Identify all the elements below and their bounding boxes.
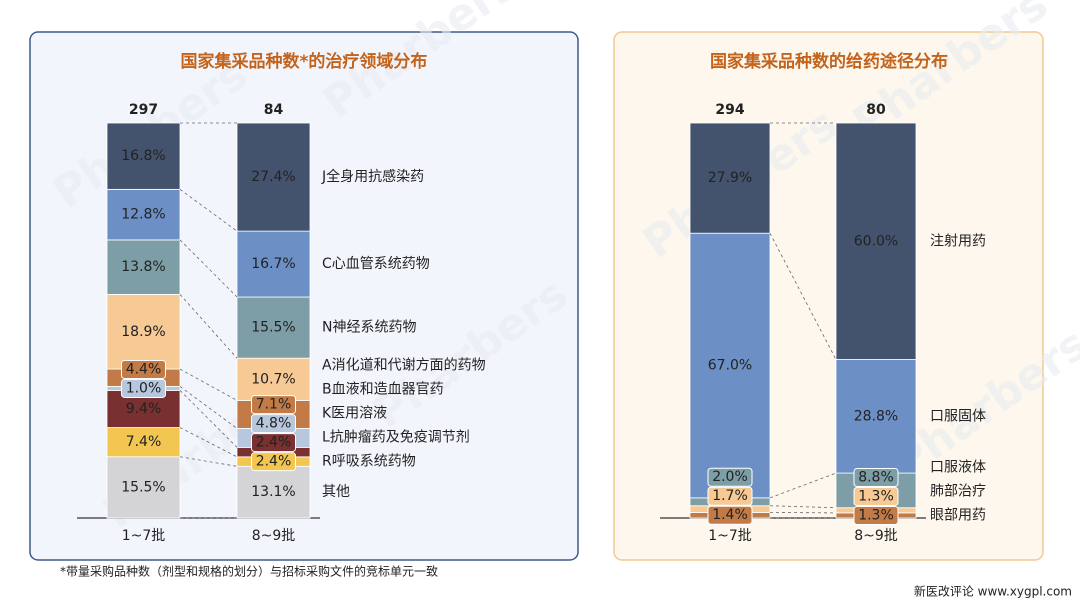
value-label: 16.7% [251, 256, 295, 272]
value-label: 15.5% [121, 479, 165, 495]
value-label: 7.1% [256, 397, 292, 413]
category-label: 1~7批 [708, 528, 752, 544]
connector [179, 427, 238, 458]
value-label-box [251, 395, 296, 415]
chart-title: 国家集采品种数*的治疗领域分布 [181, 51, 428, 72]
series-label: 口服固体 [930, 408, 986, 424]
value-label: 9.4% [126, 401, 162, 417]
value-label: 28.8% [854, 408, 898, 424]
connector [179, 456, 238, 467]
series-label: R呼吸系统药物 [322, 454, 416, 470]
value-label: 15.5% [251, 320, 295, 336]
series-label: 其他 [322, 484, 350, 500]
series-label: L抗肿瘤药及免疫调节剂 [322, 429, 470, 446]
value-label: 60.0% [854, 233, 898, 249]
value-label-box [251, 433, 296, 453]
value-label: 10.7% [251, 371, 295, 387]
bar-segment [236, 357, 311, 401]
total-label: 84 [264, 102, 284, 118]
value-label-box [853, 486, 899, 506]
connector [179, 294, 238, 359]
source: 新医改评论 www.xygpl.com [914, 584, 1072, 599]
connector [769, 505, 837, 509]
value-label-box [853, 505, 899, 525]
bar-segment [236, 296, 311, 359]
series-label: N神经系统药物 [322, 320, 416, 336]
value-label-box [707, 505, 753, 525]
category-label: 1~7批 [122, 528, 166, 544]
value-label: 4.4% [126, 361, 162, 377]
connector [179, 390, 238, 448]
connector [179, 239, 238, 298]
value-label: 2.4% [256, 435, 292, 451]
value-label: 4.8% [256, 416, 292, 432]
series-label: K医用溶液 [322, 406, 387, 422]
panel-right [613, 31, 1044, 561]
value-label: 13.1% [251, 484, 295, 500]
value-label: 67.0% [708, 358, 752, 374]
series-label: A消化道和代谢方面的药物 [322, 358, 486, 374]
value-label-box [251, 452, 296, 472]
value-label: 7.4% [126, 434, 162, 450]
value-label: 27.9% [708, 170, 752, 186]
bar-segment [835, 359, 917, 474]
bar-segment [106, 239, 181, 295]
total-label: 297 [129, 102, 158, 118]
total-label: 294 [715, 102, 744, 118]
series-label: B血液和造血器官药 [322, 382, 444, 398]
value-label: 16.8% [121, 148, 165, 164]
value-label-box [707, 467, 753, 487]
value-label-box [707, 486, 753, 506]
bar-segment [835, 122, 917, 360]
series-label: 口服液体 [930, 459, 986, 475]
value-label: 18.9% [121, 324, 165, 340]
value-label: 1.0% [126, 380, 162, 396]
connector [179, 368, 238, 401]
value-label: 8.8% [858, 469, 894, 485]
value-label: 12.8% [121, 207, 165, 223]
value-label: 1.7% [712, 488, 748, 504]
value-label: 2.4% [256, 454, 292, 470]
value-label-box [121, 378, 166, 398]
bar-segment [106, 122, 181, 190]
bar-segment [236, 465, 311, 519]
bar-segment [689, 122, 771, 234]
value-label: 2.0% [712, 469, 748, 485]
value-label-box [251, 414, 296, 434]
value-label-box [121, 359, 166, 379]
series-label: C心血管系统药物 [322, 256, 430, 272]
series-label: 肺部治疗 [930, 483, 986, 499]
value-label: 1.3% [858, 507, 894, 523]
bar-segment [106, 427, 181, 458]
series-label: J全身用抗感染药 [321, 168, 424, 185]
bar-segment [106, 188, 181, 241]
series-label: 注射用药 [930, 233, 986, 249]
footnote: *带量采购品种数（剂型和规格的划分）与招标采购文件的竞标单元一致 [60, 564, 438, 579]
bar-segment [236, 122, 311, 232]
category-label: 8~9批 [854, 528, 898, 544]
value-label: 27.4% [251, 169, 295, 185]
total-label: 80 [866, 102, 886, 118]
value-label-box [853, 467, 899, 487]
value-label: 1.3% [858, 488, 894, 504]
value-label: 1.4% [712, 507, 748, 523]
series-label: 眼部用药 [930, 507, 986, 523]
chart-title: 国家集采品种数的给药途径分布 [710, 51, 948, 72]
value-label: 13.8% [121, 259, 165, 275]
category-label: 8~9批 [252, 528, 296, 544]
